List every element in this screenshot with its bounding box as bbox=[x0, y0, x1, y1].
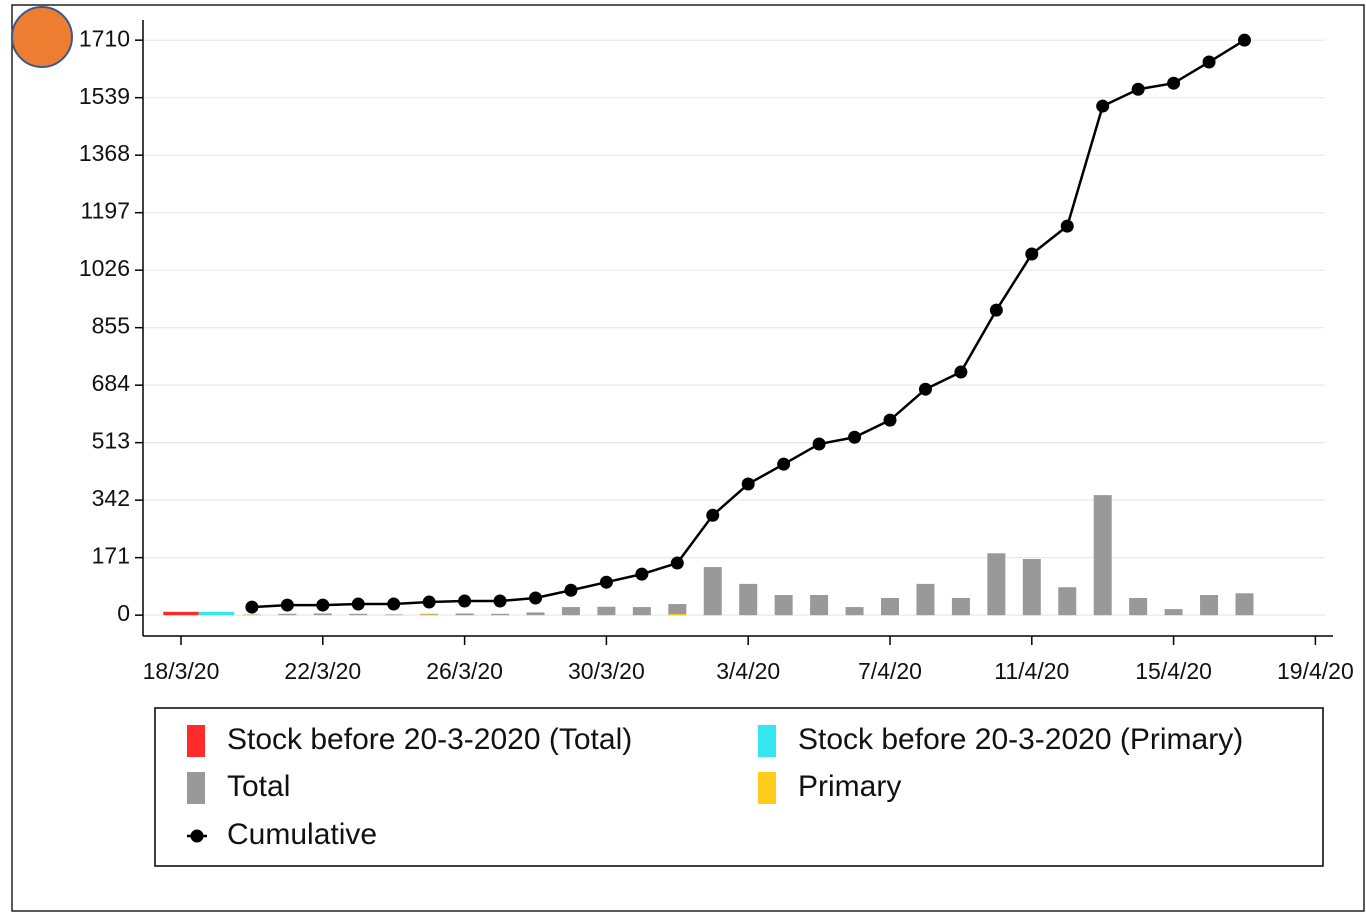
bar bbox=[1235, 593, 1254, 616]
bar bbox=[1093, 495, 1112, 616]
y-tick-label: 1539 bbox=[79, 83, 130, 109]
bar bbox=[526, 612, 545, 616]
bar bbox=[987, 553, 1006, 616]
point bbox=[1167, 76, 1181, 90]
legend: Stock before 20-3-2020 (Total) Stock befo… bbox=[187, 723, 1243, 851]
point bbox=[1202, 55, 1216, 69]
bar bbox=[668, 614, 687, 616]
legend-label: Stock before 20-3-2020 (Total) bbox=[227, 723, 632, 756]
y-tick-label: 855 bbox=[92, 313, 130, 339]
bar bbox=[313, 613, 332, 616]
point bbox=[1238, 33, 1251, 47]
legend-swatch bbox=[190, 829, 204, 843]
bar bbox=[1058, 587, 1077, 616]
point bbox=[422, 595, 436, 609]
bar bbox=[881, 598, 899, 616]
legend-swatch bbox=[758, 725, 776, 757]
x-tick-label: 18/3/20 bbox=[143, 658, 220, 684]
point bbox=[316, 598, 330, 612]
legend-swatch bbox=[187, 725, 205, 757]
bar bbox=[739, 583, 758, 616]
bar bbox=[455, 613, 474, 616]
point bbox=[1060, 219, 1074, 233]
bar bbox=[916, 583, 935, 616]
x-tick-label: 26/3/20 bbox=[426, 658, 503, 684]
legend-label: Stock before 20-3-2020 (Primary) bbox=[798, 723, 1243, 756]
bar bbox=[349, 613, 368, 616]
legend-box bbox=[154, 707, 1324, 867]
point bbox=[989, 303, 1003, 317]
bar bbox=[1164, 609, 1183, 616]
bar bbox=[163, 611, 199, 616]
legend-label: Total bbox=[227, 770, 290, 803]
legend-swatch bbox=[187, 772, 205, 804]
y-tick-label: 171 bbox=[92, 543, 130, 569]
point bbox=[670, 556, 684, 570]
point bbox=[351, 597, 365, 611]
overlay-cursor bbox=[11, 6, 73, 68]
point bbox=[812, 437, 826, 451]
y-tick-label: 684 bbox=[92, 370, 131, 396]
bar bbox=[491, 613, 510, 616]
bar bbox=[420, 614, 439, 616]
bar bbox=[632, 607, 651, 616]
y-tick-label: 1368 bbox=[79, 140, 130, 166]
bar bbox=[1022, 559, 1041, 616]
bar bbox=[845, 607, 864, 616]
bar bbox=[703, 567, 722, 616]
bar bbox=[1129, 598, 1148, 616]
bar bbox=[278, 613, 297, 616]
y-tick-label: 0 bbox=[117, 600, 130, 626]
x-tick-label: 11/4/20 bbox=[994, 658, 1069, 684]
point bbox=[848, 430, 862, 444]
point bbox=[954, 365, 968, 379]
plot bbox=[143, 33, 1325, 616]
point bbox=[529, 591, 542, 605]
point bbox=[1131, 82, 1145, 96]
y-tick-label: 1197 bbox=[81, 198, 130, 224]
x-tick-label: 30/3/20 bbox=[568, 658, 645, 684]
legend-label: Primary bbox=[798, 770, 901, 803]
point bbox=[741, 477, 755, 491]
y-tick-label: 342 bbox=[92, 485, 130, 511]
x-tick-label: 7/4/20 bbox=[858, 658, 922, 684]
bar bbox=[561, 607, 580, 616]
point bbox=[706, 508, 720, 522]
legend-label: Cumulative bbox=[227, 818, 377, 851]
point bbox=[493, 594, 507, 608]
point bbox=[1025, 247, 1039, 261]
bar bbox=[384, 614, 403, 616]
bar bbox=[668, 604, 687, 616]
bar bbox=[774, 594, 793, 616]
point bbox=[387, 597, 401, 611]
legend-swatch bbox=[758, 772, 776, 804]
x-tick-label: 15/4/20 bbox=[1135, 658, 1212, 684]
point bbox=[883, 413, 897, 427]
x-tick-label: 19/4/20 bbox=[1277, 658, 1354, 684]
bar bbox=[1200, 594, 1219, 616]
x-tick-label: 22/3/20 bbox=[284, 658, 361, 684]
y-tick-label: 1710 bbox=[79, 25, 130, 51]
point bbox=[458, 594, 472, 608]
point bbox=[245, 600, 259, 614]
y-tick-label: 1026 bbox=[79, 255, 130, 281]
point bbox=[635, 567, 649, 581]
point bbox=[777, 457, 791, 471]
bar bbox=[198, 611, 235, 616]
bar bbox=[597, 606, 616, 616]
y-tick-label: 513 bbox=[92, 428, 130, 454]
bar bbox=[810, 594, 829, 616]
point bbox=[918, 382, 932, 396]
x-tick-label: 3/4/20 bbox=[716, 658, 780, 684]
point bbox=[280, 598, 294, 612]
bar bbox=[951, 598, 970, 616]
point bbox=[564, 583, 578, 597]
point bbox=[1096, 99, 1110, 113]
point bbox=[599, 575, 613, 589]
